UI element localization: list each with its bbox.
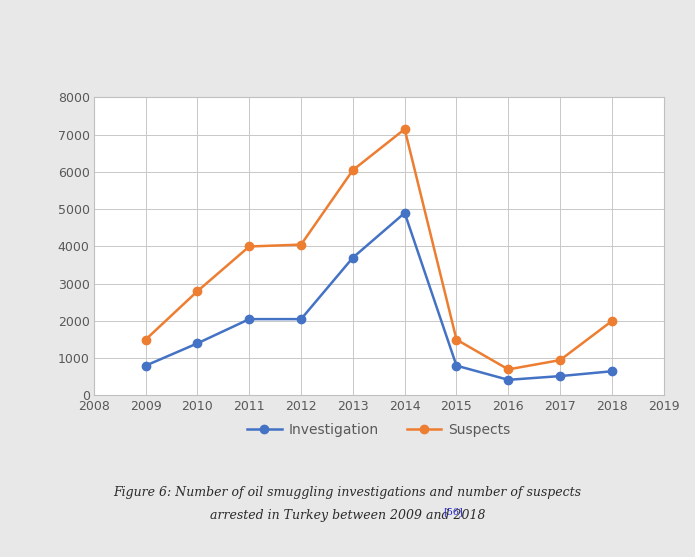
Investigation xyxy=(349,255,357,261)
Suspects xyxy=(245,243,254,250)
Suspects xyxy=(349,167,357,173)
Suspects xyxy=(193,288,202,295)
Investigation xyxy=(556,373,564,379)
Suspects xyxy=(452,336,461,343)
Investigation xyxy=(452,362,461,369)
Text: [56]: [56] xyxy=(443,507,463,516)
Investigation xyxy=(607,368,616,375)
Suspects xyxy=(607,317,616,324)
Investigation xyxy=(245,316,254,323)
Investigation xyxy=(193,340,202,346)
Investigation xyxy=(142,362,150,369)
Line: Investigation: Investigation xyxy=(142,209,616,384)
Suspects xyxy=(142,336,150,343)
Suspects xyxy=(400,126,409,133)
Suspects xyxy=(556,356,564,363)
Investigation xyxy=(504,377,512,383)
Investigation xyxy=(400,209,409,216)
Investigation xyxy=(297,316,305,323)
Text: Figure 6: Number of oil smuggling investigations and number of suspects: Figure 6: Number of oil smuggling invest… xyxy=(113,486,582,500)
Text: arrested in Turkey between 2009 and 2018: arrested in Turkey between 2009 and 2018 xyxy=(210,509,485,522)
Line: Suspects: Suspects xyxy=(142,125,616,374)
Legend: Investigation, Suspects: Investigation, Suspects xyxy=(241,417,516,442)
Suspects xyxy=(297,241,305,248)
Suspects xyxy=(504,366,512,373)
